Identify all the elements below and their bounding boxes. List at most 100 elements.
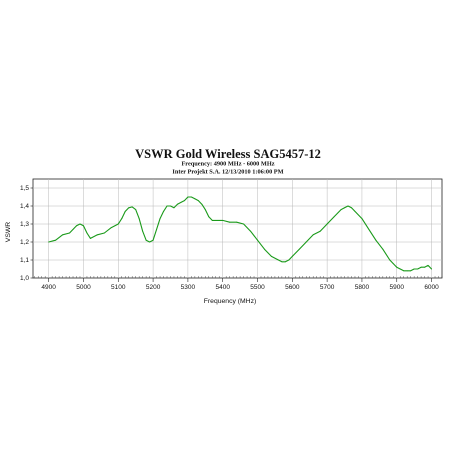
data-point <box>298 248 300 250</box>
data-point <box>62 234 64 236</box>
data-point <box>180 201 182 203</box>
data-point <box>166 205 168 207</box>
data-point <box>344 207 345 209</box>
data-point <box>229 221 231 223</box>
data-point <box>194 198 196 200</box>
data-point <box>121 218 123 220</box>
data-point <box>319 230 321 232</box>
data-point <box>403 270 405 272</box>
data-point <box>218 219 220 221</box>
x-tick-label: 5100 <box>111 284 126 291</box>
data-point <box>396 266 398 268</box>
data-point <box>305 241 307 243</box>
data-point <box>76 225 77 227</box>
data-point <box>340 209 342 211</box>
y-tick-label: 1,5 <box>20 185 29 192</box>
data-point <box>351 207 352 209</box>
data-point <box>163 210 164 212</box>
data-point <box>243 223 245 225</box>
data-point <box>347 205 349 207</box>
data-point <box>197 200 199 202</box>
data-point <box>135 209 137 211</box>
data-point <box>142 230 144 232</box>
x-tick-label: 5000 <box>76 284 91 291</box>
data-point <box>326 223 328 225</box>
data-point <box>312 234 314 236</box>
data-point <box>156 228 158 230</box>
data-point <box>201 203 203 205</box>
data-point <box>138 218 140 220</box>
data-point <box>333 216 335 218</box>
x-tick-label: 5400 <box>215 284 230 291</box>
data-point <box>208 216 210 218</box>
data-point <box>291 255 293 257</box>
data-point <box>145 239 147 241</box>
data-point <box>159 218 161 220</box>
data-point <box>79 223 81 225</box>
chart-title: VSWR Gold Wireless SAG5457-12 <box>135 147 321 161</box>
data-point <box>173 207 175 209</box>
data-point <box>410 270 412 272</box>
data-point <box>177 203 178 205</box>
data-point <box>236 221 238 223</box>
data-point <box>427 264 429 266</box>
x-tick-label: 5700 <box>320 284 335 291</box>
data-point <box>187 196 189 198</box>
data-point <box>190 196 192 198</box>
y-tick-label: 1,4 <box>20 203 29 210</box>
data-point <box>117 223 119 225</box>
data-point <box>431 268 433 270</box>
data-point <box>89 237 91 239</box>
data-point <box>170 205 171 207</box>
data-point <box>131 206 133 208</box>
data-point <box>368 228 370 230</box>
data-point <box>288 259 290 261</box>
data-point <box>281 261 283 263</box>
data-point <box>183 200 185 202</box>
x-axis-label: Frequency (MHz) <box>204 298 257 305</box>
data-point <box>354 210 356 212</box>
plot-border <box>32 178 443 279</box>
chart-subtitle-frequency: Frequency: 4900 MHz - 6000 MHz <box>181 161 274 168</box>
chart-subtitle-source: Inter Projekt S.A. 12/13/2010 1:06:00 PM <box>172 169 283 176</box>
x-tick-label: 5600 <box>285 284 300 291</box>
data-point <box>277 259 279 261</box>
data-point <box>270 255 272 257</box>
x-tick-label: 5200 <box>146 284 161 291</box>
y-tick-label: 1,3 <box>20 221 29 228</box>
x-tick-label: 5300 <box>181 284 196 291</box>
data-point <box>417 268 419 270</box>
data-point <box>399 268 401 270</box>
vswr-series-line <box>48 196 432 272</box>
plot-area: 1,0 1,1 1,2 1,3 1,4 1,5 4900 5000 5100 5200 5300 54… <box>20 178 443 291</box>
y-tick-label: 1,0 <box>20 275 29 282</box>
data-point <box>124 210 126 212</box>
data-point <box>420 266 422 268</box>
data-point <box>96 234 98 236</box>
y-tick-label: 1,2 <box>20 239 29 246</box>
data-point <box>424 266 426 268</box>
data-point <box>375 239 377 241</box>
data-point <box>149 241 151 243</box>
data-point <box>382 248 384 250</box>
data-point <box>83 225 84 227</box>
data-point <box>392 263 394 265</box>
data-point <box>257 239 258 241</box>
data-point <box>215 219 217 221</box>
data-point <box>55 239 57 241</box>
data-point <box>86 232 88 234</box>
data-point <box>284 261 286 263</box>
data-point <box>103 232 105 234</box>
data-point <box>152 239 154 241</box>
y-tick-label: 1,1 <box>20 257 29 264</box>
x-tick-label: 5800 <box>355 284 370 291</box>
data-point <box>361 218 363 220</box>
x-tick-label: 5500 <box>250 284 265 291</box>
data-point <box>110 227 112 229</box>
x-tick-label: 5900 <box>390 284 405 291</box>
data-point <box>264 248 265 250</box>
x-tick-label: 6000 <box>424 284 439 291</box>
data-point <box>222 219 224 221</box>
